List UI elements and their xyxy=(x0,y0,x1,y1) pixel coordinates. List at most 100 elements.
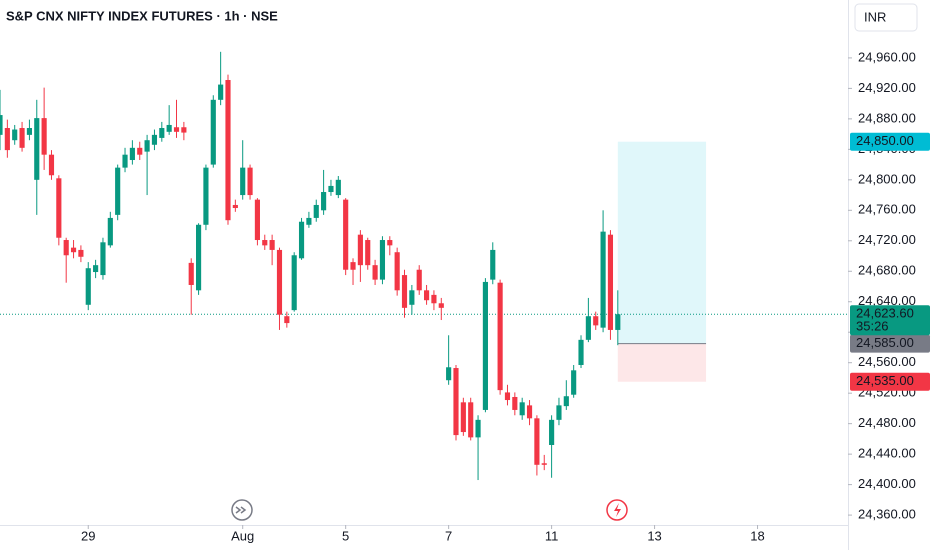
candle-body xyxy=(173,127,180,132)
candle-body xyxy=(225,80,231,221)
candle-body xyxy=(196,224,202,291)
chart-title: S&P CNX NIFTY INDEX FUTURES · 1h · NSE xyxy=(6,8,278,23)
candle-body xyxy=(563,396,569,407)
candle-body xyxy=(401,275,408,308)
candle-body xyxy=(56,178,62,238)
candle-body xyxy=(497,282,503,391)
countdown-label: 35:26 xyxy=(856,319,889,334)
candle-body xyxy=(313,204,319,218)
x-tick-label: 11 xyxy=(545,528,559,543)
candle-body xyxy=(446,367,452,381)
candle-body xyxy=(137,147,143,155)
candle-body xyxy=(218,84,224,100)
candle-body xyxy=(188,262,194,285)
y-tick-label: 24,920.00 xyxy=(858,80,916,95)
y-tick-label: 24,720.00 xyxy=(858,232,916,247)
candle-body xyxy=(578,339,584,365)
stop-price-label: 24,535.00 xyxy=(856,373,914,388)
candle-body xyxy=(372,265,378,280)
candle-body xyxy=(115,167,121,215)
candle-body xyxy=(431,294,437,304)
candle-body xyxy=(63,240,69,256)
target-price-label: 24,850.00 xyxy=(856,133,914,148)
candle-body xyxy=(34,118,40,180)
candle-body xyxy=(19,128,25,148)
candle-body xyxy=(615,314,621,330)
candle-body xyxy=(453,368,459,436)
candle-body xyxy=(350,262,356,270)
candle-body xyxy=(585,316,591,340)
candle-body xyxy=(254,199,260,241)
candle-body xyxy=(571,370,577,395)
candle-body xyxy=(240,167,246,196)
candle-body xyxy=(321,192,327,211)
x-tick-label: 5 xyxy=(342,528,349,543)
candle-body xyxy=(365,240,371,266)
candle-body xyxy=(166,124,172,132)
event-icon[interactable] xyxy=(606,499,628,521)
entry-price-label: 24,585.00 xyxy=(856,335,914,350)
y-tick-label: 24,480.00 xyxy=(858,415,916,430)
candle-body xyxy=(512,396,518,410)
x-tick-label: 29 xyxy=(81,528,95,543)
candle-body xyxy=(232,204,238,209)
candle-body xyxy=(460,402,466,433)
candle-body xyxy=(291,255,297,311)
currency-label[interactable]: INR xyxy=(864,9,886,24)
candle-body xyxy=(593,316,599,326)
target-price-box xyxy=(850,132,930,151)
candle-body xyxy=(394,252,400,291)
y-tick-label: 24,440.00 xyxy=(858,446,916,461)
dividend-icon[interactable] xyxy=(231,499,253,521)
candle-body xyxy=(328,185,334,193)
candle-body xyxy=(284,316,290,324)
candle-body xyxy=(159,128,165,138)
candle-body xyxy=(122,154,128,168)
candle-body xyxy=(387,240,393,246)
y-tick-label: 24,680.00 xyxy=(858,263,916,278)
candle-body xyxy=(335,179,341,196)
candle-body xyxy=(144,140,150,152)
candle-body xyxy=(151,134,158,145)
candle-body xyxy=(85,268,91,305)
y-tick-label: 24,400.00 xyxy=(858,476,916,491)
candle-body xyxy=(504,392,511,401)
candle-body xyxy=(541,463,547,465)
candle-body xyxy=(526,405,533,419)
candle-body xyxy=(107,217,113,246)
candle-body xyxy=(181,127,187,133)
candle-body xyxy=(409,290,415,305)
candle-body xyxy=(549,419,555,445)
y-tick-label: 24,640.00 xyxy=(858,293,916,308)
candle-body xyxy=(490,249,496,280)
plot-area xyxy=(0,51,848,481)
x-tick-label: Aug xyxy=(231,528,254,543)
last-price-box xyxy=(850,305,930,336)
y-tick-label: 24,560.00 xyxy=(858,354,916,369)
candle-body xyxy=(607,234,614,330)
y-tick-label: 24,360.00 xyxy=(858,507,916,522)
candle-body xyxy=(379,240,386,280)
candle-body xyxy=(438,303,444,308)
candle-body xyxy=(203,167,209,225)
candle-body xyxy=(343,199,349,270)
entry-price-box xyxy=(850,334,930,353)
candle-body xyxy=(416,269,422,291)
currency-button[interactable] xyxy=(854,3,918,32)
candle-body xyxy=(210,99,216,165)
candle-body xyxy=(93,265,99,273)
candle-body xyxy=(26,128,32,135)
candle-body xyxy=(262,240,268,246)
target-zone xyxy=(617,141,707,344)
x-tick-label: 13 xyxy=(647,528,661,543)
candle-body xyxy=(357,234,363,266)
candle-body xyxy=(12,129,18,141)
candle-body xyxy=(519,402,525,416)
x-tick-label: 18 xyxy=(750,528,764,543)
candle-body xyxy=(269,240,275,250)
candle-body xyxy=(298,221,305,259)
candle-body xyxy=(424,290,430,301)
candle-body xyxy=(534,418,540,465)
y-tick-label: 24,760.00 xyxy=(858,202,916,217)
